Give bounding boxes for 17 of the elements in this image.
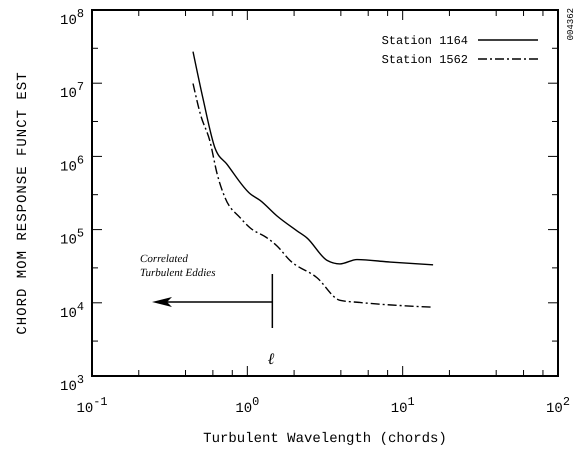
x-axis-title: Turbulent Wavelength (chords) — [203, 431, 447, 447]
y-axis-title: CHORD MOM RESPONSE FUNCT EST — [15, 71, 31, 335]
x-tick-label: 10$^{2}$ — [546, 395, 570, 417]
x-tick-label: 10$^{1}$ — [390, 395, 415, 417]
y-tick-label: 10$^{4}$ — [60, 300, 84, 322]
y-tick-label: 10$^{8}$ — [60, 7, 84, 29]
legend-label: Station 1164 — [382, 34, 468, 48]
x-tick-label: 10$^{0}$ — [235, 395, 260, 417]
x-tick-label: 10$^{-1}$ — [76, 395, 108, 417]
annotation: Correlated Turbulent Eddies — [140, 253, 216, 279]
y-tick-label: 10$^{3}$ — [60, 373, 84, 395]
annotation: ℓ — [268, 351, 275, 368]
legend-label: Station 1562 — [382, 53, 468, 67]
y-tick-label: 10$^{5}$ — [60, 226, 84, 249]
text: 004362 — [566, 8, 576, 40]
y-tick-label: 10$^{7}$ — [60, 80, 84, 102]
y-tick-label: 10$^{6}$ — [60, 153, 84, 176]
